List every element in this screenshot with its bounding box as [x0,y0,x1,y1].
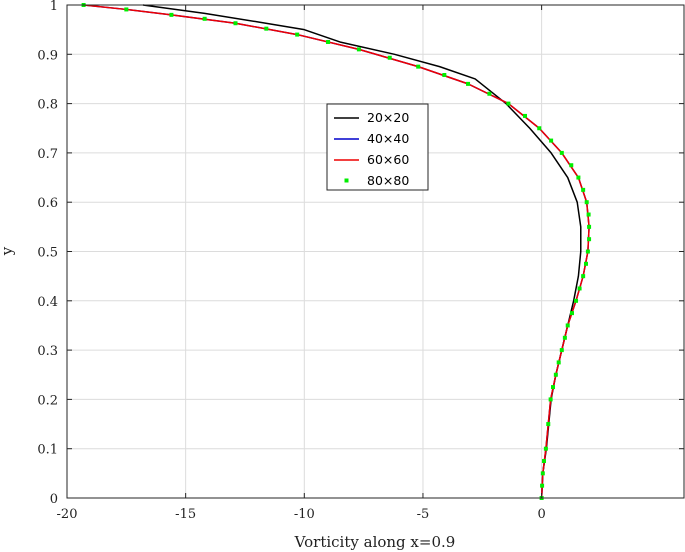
y-tick-label: 0.8 [37,98,58,113]
data-point [264,26,269,31]
data-point [233,21,238,26]
y-tick-label: 0 [50,492,58,507]
data-point [562,335,567,340]
data-point [548,397,553,402]
data-point [581,274,586,279]
data-point [569,163,574,168]
data-point [202,16,207,21]
data-point [587,237,592,242]
x-tick-label: -15 [175,507,196,522]
data-point [577,286,582,291]
y-tick-label: 0.9 [37,48,58,63]
data-point [576,175,581,180]
y-tick-label: 0.5 [37,246,58,261]
data-point [581,187,586,192]
data-point [583,261,588,266]
data-point [295,32,300,37]
y-tick-label: 1 [50,0,58,14]
y-tick-label: 0.7 [37,147,58,162]
data-point [586,212,591,217]
data-point [569,311,574,316]
x-axis-label: Vorticity along x=0.9 [294,533,456,551]
data-point [124,7,129,12]
data-point [549,138,554,143]
data-point [546,422,551,427]
data-point [551,385,556,390]
data-point [416,64,421,69]
data-point [584,200,589,205]
y-tick-label: 0.2 [37,393,58,408]
data-point [356,47,361,52]
legend-label-20x20: 20×20 [367,110,409,125]
legend-label-40x40: 40×40 [367,131,409,146]
data-point [523,113,528,118]
data-point [540,471,545,476]
x-tick-label: 0 [537,507,545,522]
data-point [487,91,492,96]
legend: 20×20 40×40 60×60 80×80 [326,103,429,191]
ticks [66,4,684,499]
data-point [559,150,564,155]
x-tick-label: -10 [294,507,315,522]
tick-labels: -20 -15 -10 -5 0 0 0.1 0.2 0.3 0.4 0.5 0.6 0.7 0.8 0.9… [37,0,545,522]
data-point [543,446,548,451]
data-point [506,101,511,106]
y-tick-label: 0.1 [37,443,58,458]
data-point [587,224,592,229]
y-tick-label: 0.3 [37,344,58,359]
data-point [442,73,447,78]
data-point [559,348,564,353]
y-axis-label: y [0,246,16,256]
data-point [565,323,570,328]
data-point [585,249,590,254]
data-point [540,483,545,488]
data-point [541,459,546,464]
data-point [553,372,558,377]
data-point [326,39,331,44]
y-tick-label: 0.4 [37,295,58,310]
data-point [387,55,392,60]
x-tick-label: -20 [57,507,78,522]
data-point [556,360,561,365]
data-point [574,298,579,303]
legend-label-80x80: 80×80 [367,173,409,188]
data-point [169,12,174,17]
legend-label-60x60: 60×60 [367,152,409,167]
data-point [466,81,471,86]
y-tick-label: 0.6 [37,196,58,211]
legend-marker-80x80 [344,178,349,183]
x-tick-label: -5 [417,507,430,522]
data-point [537,126,542,131]
